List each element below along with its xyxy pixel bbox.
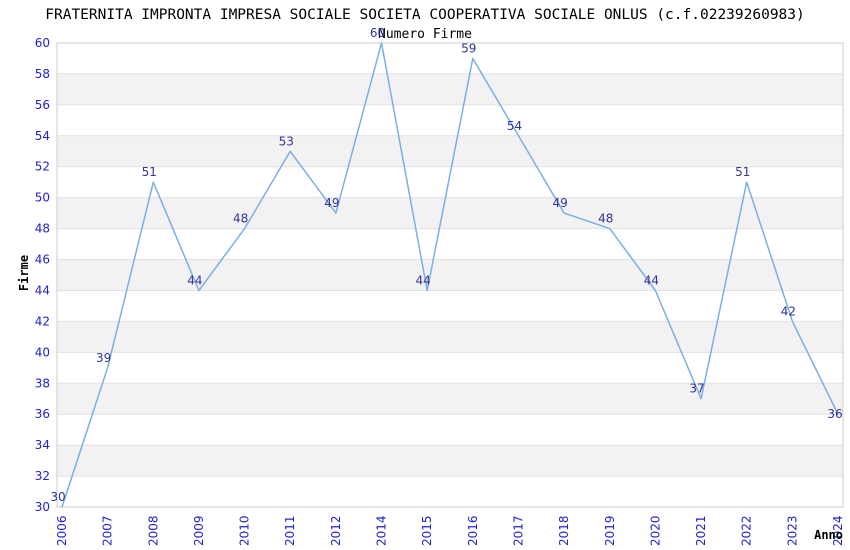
data-label: 48 (598, 212, 613, 226)
y-tick-label: 52 (35, 160, 50, 174)
data-label: 60 (370, 26, 385, 40)
x-tick-label: 2024 (831, 515, 845, 546)
data-label: 39 (96, 351, 111, 365)
data-label: 53 (279, 134, 294, 148)
x-tick-label: 2020 (648, 515, 662, 546)
plot-band (57, 73, 843, 105)
plot-band (57, 383, 843, 415)
x-tick-label: 2017 (511, 515, 525, 546)
data-label: 44 (644, 273, 659, 287)
plot-border (56, 42, 844, 508)
plot-band (57, 321, 843, 353)
plot-band (57, 414, 843, 446)
x-tick-label: 2012 (329, 515, 343, 546)
y-tick-label: 44 (35, 283, 50, 297)
data-label: 59 (461, 41, 476, 55)
x-tick-label: 2010 (238, 515, 252, 546)
data-label: 51 (142, 165, 157, 179)
x-tick-label: 2007 (101, 515, 115, 546)
x-tick-label: 2014 (375, 515, 389, 546)
plot-band (57, 197, 843, 229)
data-label: 37 (689, 382, 704, 396)
y-tick-label: 36 (35, 407, 50, 421)
y-tick-label: 48 (35, 222, 50, 236)
x-tick-label: 2009 (192, 515, 206, 546)
plot-band (57, 135, 843, 167)
y-tick-label: 60 (35, 36, 50, 50)
data-label: 49 (324, 196, 339, 210)
x-tick-label: 2016 (466, 515, 480, 546)
y-tick-label: 54 (35, 129, 50, 143)
y-tick-label: 46 (35, 253, 50, 267)
data-label: 30 (50, 490, 65, 504)
chart-title: FRATERNITA IMPRONTA IMPRESA SOCIALE SOCI… (45, 7, 805, 23)
x-tick-label: 2015 (420, 515, 434, 546)
y-tick-label: 30 (35, 500, 50, 514)
data-label: 44 (187, 273, 202, 287)
y-tick-label: 42 (35, 314, 50, 328)
data-label: 42 (781, 304, 796, 318)
x-tick-label: 2019 (603, 515, 617, 546)
plot-band (57, 445, 843, 477)
x-tick-label: 2022 (740, 515, 754, 546)
plot-band (57, 104, 843, 136)
data-label: 48 (233, 212, 248, 226)
plot-band (57, 228, 843, 260)
x-tick-label: 2023 (785, 515, 799, 546)
y-tick-label: 38 (35, 376, 50, 390)
plot-band (57, 476, 843, 507)
y-tick-label: 58 (35, 67, 50, 81)
x-tick-label: 2011 (283, 515, 297, 546)
y-tick-label: 34 (35, 438, 50, 452)
data-label: 44 (416, 273, 431, 287)
plot-band (57, 43, 843, 74)
x-tick-label: 2006 (55, 515, 69, 546)
y-tick-label: 56 (35, 98, 50, 112)
plot-band (57, 290, 843, 322)
plot-band (57, 352, 843, 384)
data-label: 51 (735, 165, 750, 179)
y-tick-label: 40 (35, 345, 50, 359)
data-label: 54 (507, 119, 522, 133)
y-tick-label: 32 (35, 469, 50, 483)
chart-subtitle: Numero Firme (378, 27, 472, 42)
x-tick-label: 2008 (146, 515, 160, 546)
data-label: 36 (827, 407, 842, 421)
x-tick-label: 2018 (557, 515, 571, 546)
series-line (61, 42, 839, 508)
y-tick-label: 50 (35, 191, 50, 205)
data-label: 49 (552, 196, 567, 210)
x-tick-label: 2021 (694, 515, 708, 546)
x-axis-title: Anno (814, 528, 843, 542)
